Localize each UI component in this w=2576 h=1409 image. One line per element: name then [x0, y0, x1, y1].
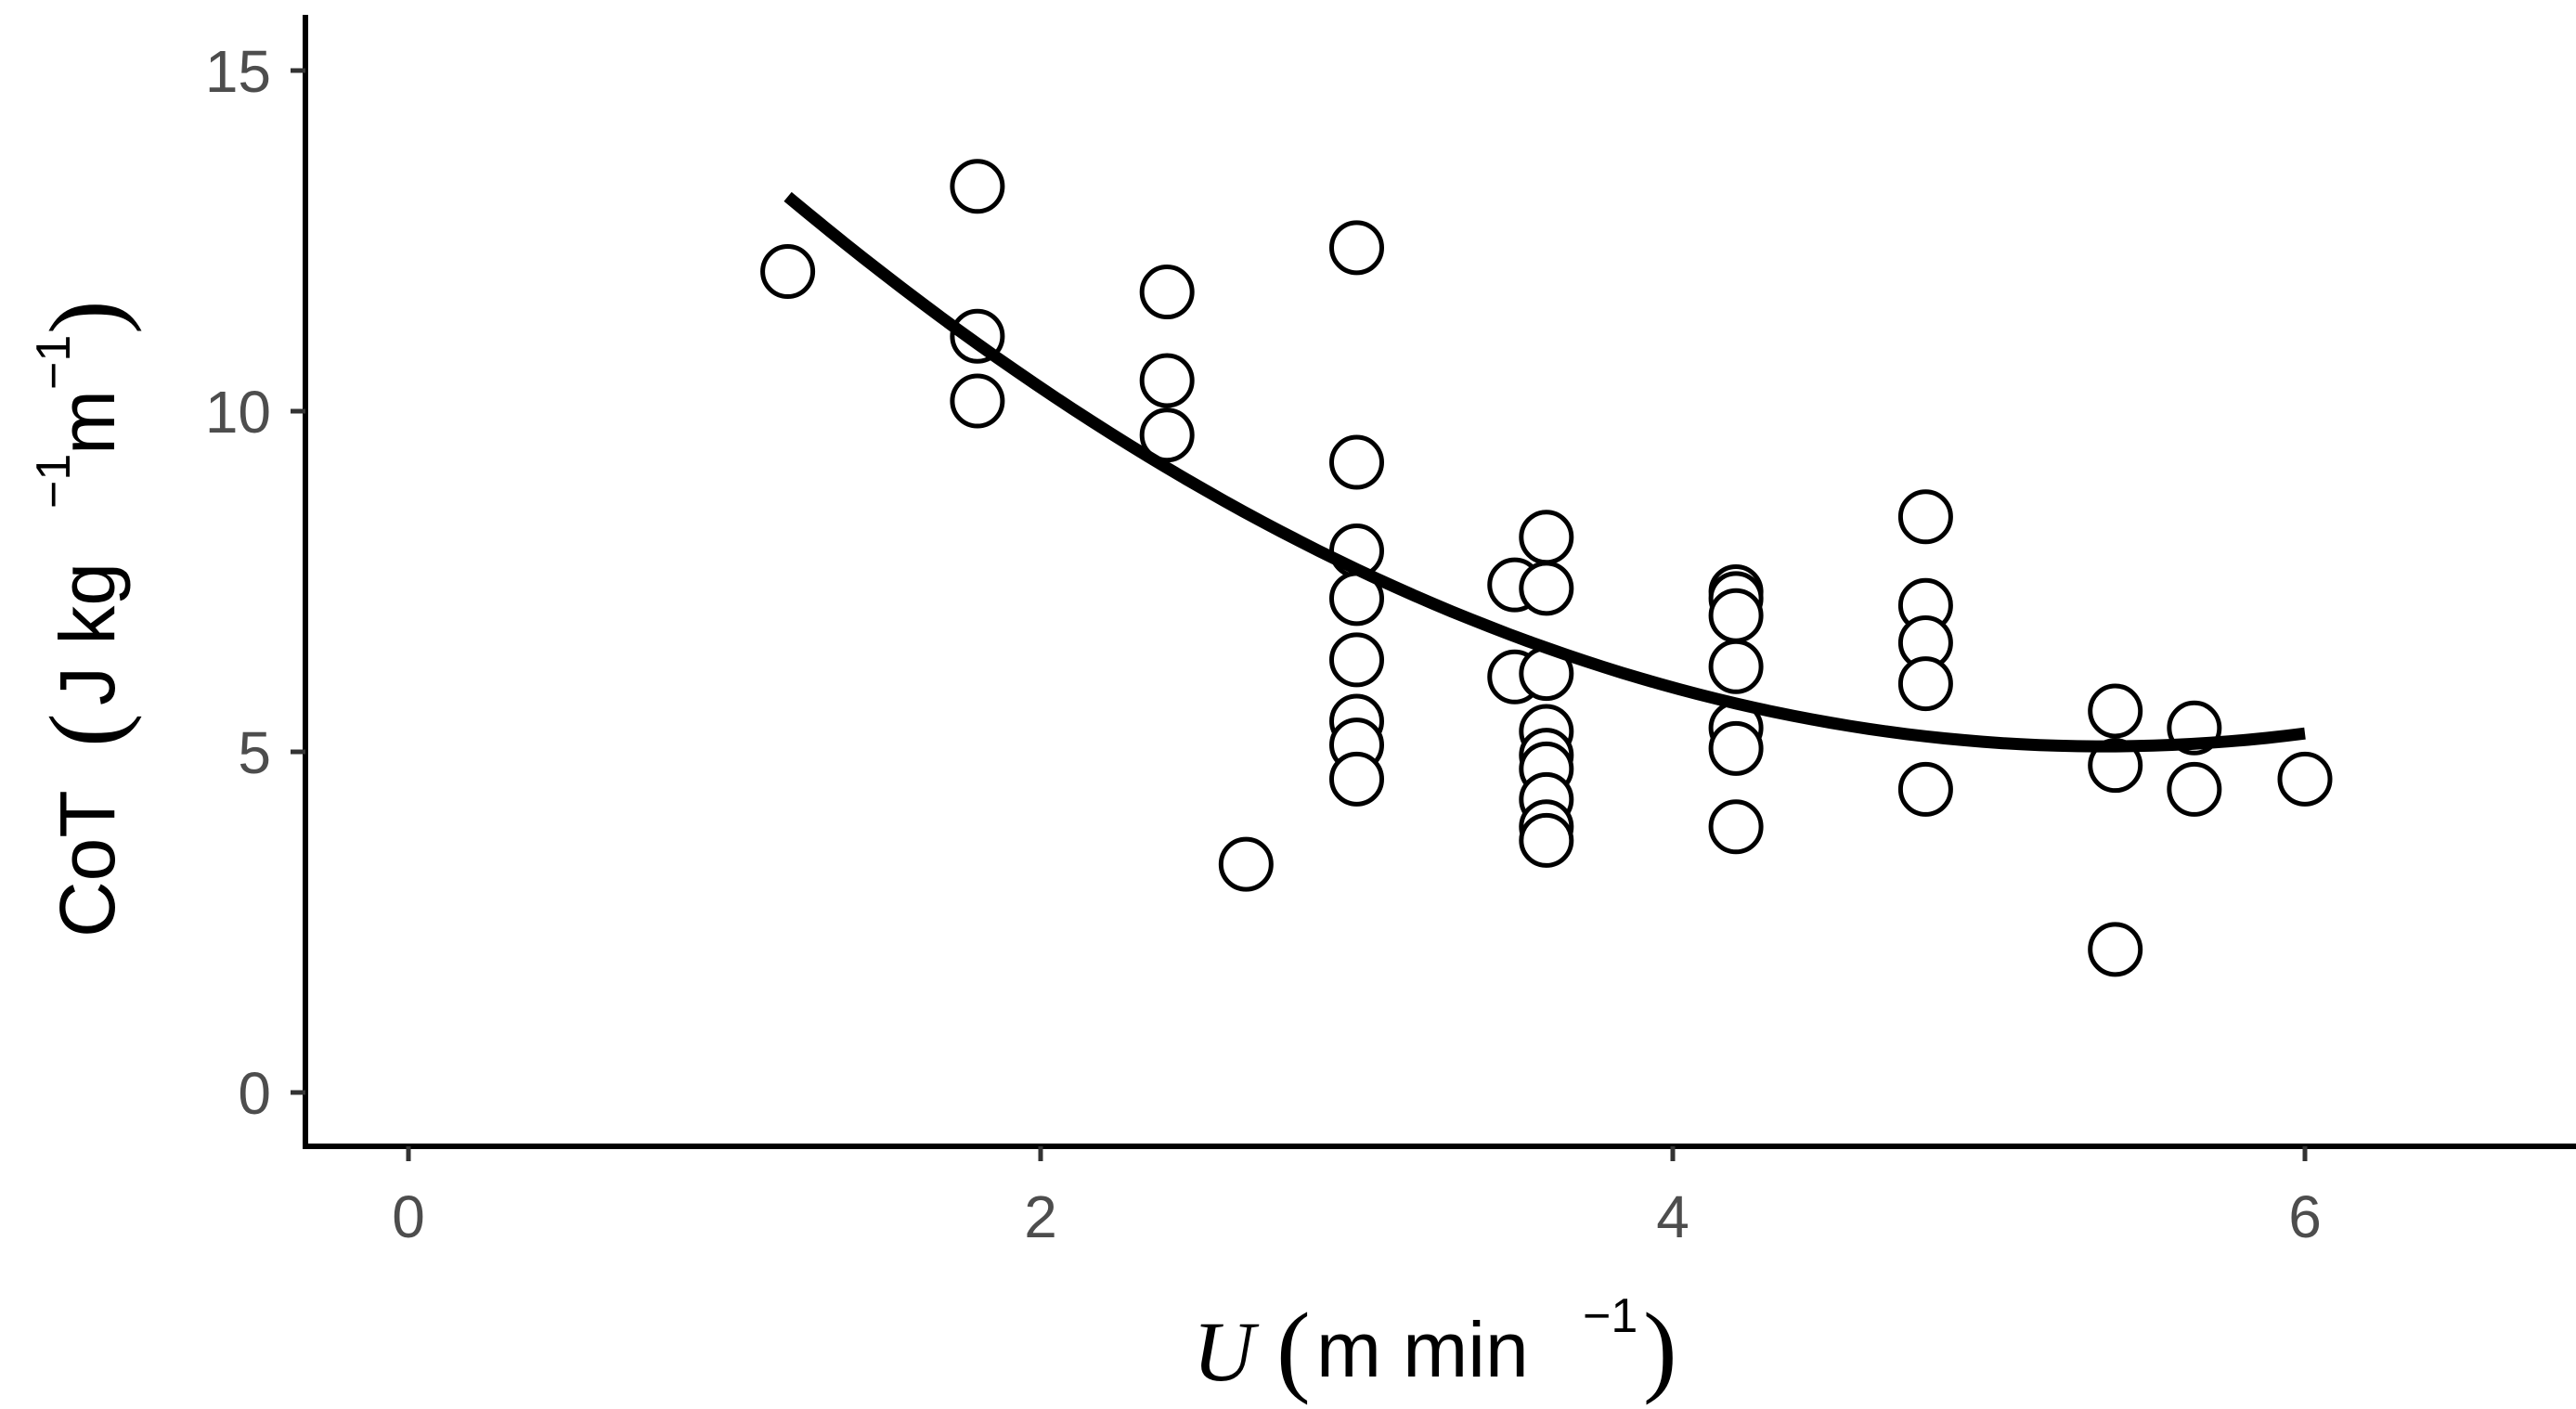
y-axis-title-main: CoT	[44, 790, 131, 937]
x-axis-title-open-paren: (	[1276, 1292, 1311, 1405]
y-axis-title-open-paren: (	[29, 713, 142, 747]
data-point	[1897, 761, 1953, 817]
x-axis-title-symbol: U	[1193, 1304, 1260, 1399]
data-point	[2088, 683, 2143, 739]
data-point	[1329, 220, 1384, 276]
data-point	[1708, 799, 1764, 855]
y-tick-label: 10	[205, 379, 271, 446]
x-tick-label: 4	[1656, 1183, 1689, 1250]
data-point	[1139, 353, 1195, 408]
data-point	[760, 244, 816, 300]
x-axis-ticks: 0 2 4 6	[392, 1146, 2322, 1250]
data-point	[1139, 407, 1195, 463]
data-point	[1329, 751, 1384, 807]
x-axis-title-close-paren: )	[1643, 1292, 1677, 1405]
y-axis-title-exp-1: −1	[27, 454, 81, 509]
data-point	[1519, 812, 1574, 868]
data-points	[760, 159, 2333, 977]
y-tick-label: 0	[238, 1060, 271, 1127]
y-axis-title-exp-2: −1	[27, 335, 81, 390]
data-point	[1708, 639, 1764, 694]
data-point	[950, 373, 1005, 429]
x-axis-title: U ( m min −1 )	[1193, 1289, 1677, 1405]
y-tick-label: 15	[205, 38, 271, 105]
data-point	[2277, 751, 2333, 807]
data-point	[1519, 510, 1574, 565]
x-tick-label: 2	[1024, 1183, 1057, 1250]
data-point	[2088, 922, 2143, 977]
data-point	[1897, 489, 1953, 545]
y-axis-title-close-paren: )	[29, 300, 142, 334]
data-point	[1329, 632, 1384, 688]
fit-curve	[783, 191, 2306, 753]
data-point	[1897, 656, 1953, 712]
y-axis-title-unit-1: J kg	[44, 562, 131, 705]
data-point	[2167, 761, 2222, 817]
data-point	[1139, 265, 1195, 320]
y-axis-title-unit-2: m	[44, 390, 131, 455]
x-axis-title-exponent: −1	[1583, 1289, 1638, 1343]
data-point	[1708, 588, 1764, 643]
x-tick-label: 0	[392, 1183, 425, 1250]
data-point	[1329, 434, 1384, 490]
x-tick-label: 6	[2288, 1183, 2322, 1250]
x-axis-title-unit: m min	[1316, 1306, 1529, 1393]
data-point	[950, 159, 1005, 214]
data-point	[1708, 720, 1764, 776]
y-axis-ticks: 0 5 10 15	[205, 38, 305, 1127]
data-point	[1519, 561, 1574, 616]
y-tick-label: 5	[238, 719, 271, 786]
data-point	[1218, 836, 1274, 892]
y-axis-title: CoT ( J kg −1 m −1 )	[27, 300, 142, 937]
